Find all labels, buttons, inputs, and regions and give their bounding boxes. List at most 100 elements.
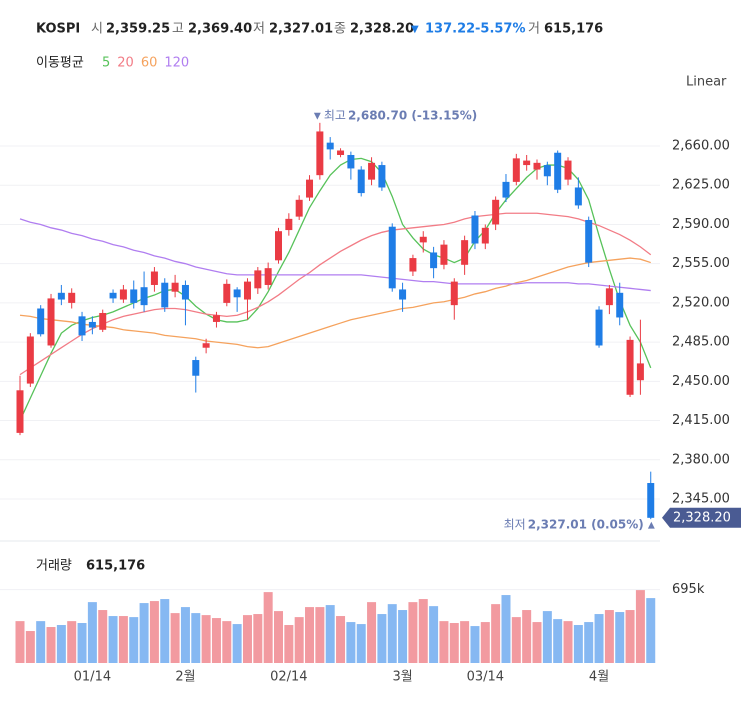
candle-body xyxy=(16,390,24,433)
y-tick-label: 2,660.00 xyxy=(672,139,730,154)
last-price-label: 2,328.20 xyxy=(673,510,731,525)
volume-bar xyxy=(532,622,542,663)
candle-body xyxy=(471,215,479,244)
candle-body xyxy=(481,227,489,244)
x-tick-label: 3월 xyxy=(392,670,412,685)
candle-body xyxy=(326,142,334,150)
annotation-label: 최저 xyxy=(504,518,526,532)
volume-bar xyxy=(449,623,459,663)
y-tick-label: 2,415.00 xyxy=(672,413,730,428)
candle-body xyxy=(616,292,624,318)
y-tick-label: 2,485.00 xyxy=(672,335,730,350)
y-tick-label: 2,450.00 xyxy=(672,374,730,389)
volume-bar xyxy=(149,601,159,663)
volume-bar xyxy=(625,610,635,663)
volume-bar xyxy=(336,616,346,663)
volume-bar xyxy=(139,603,149,663)
volume-bar xyxy=(211,618,221,663)
volume-bar xyxy=(470,626,480,663)
volume-bar xyxy=(377,614,387,663)
candle-body xyxy=(295,199,303,217)
volume-label: 거 xyxy=(528,22,540,37)
volume-tick-label: 695k xyxy=(672,582,705,597)
scale-mode[interactable]: Linear xyxy=(686,75,727,90)
candle-body xyxy=(285,218,293,231)
candle-body xyxy=(399,289,407,300)
volume-bar xyxy=(67,621,77,663)
volume-bar xyxy=(346,622,356,663)
candle-body xyxy=(181,284,189,300)
candle-body xyxy=(450,281,458,306)
change-percent: -5.57% xyxy=(475,22,526,37)
volume-bar xyxy=(398,610,408,663)
volume-bar xyxy=(491,604,501,663)
y-tick-label: 2,625.00 xyxy=(672,178,730,193)
candle-body xyxy=(378,165,386,188)
volume-bar xyxy=(160,599,170,663)
volume-bar xyxy=(36,621,46,663)
candle-body xyxy=(68,292,76,303)
candle-body xyxy=(357,169,365,194)
change-value: 137.22 xyxy=(425,22,475,37)
volume-bar xyxy=(418,599,428,663)
volume-bar xyxy=(56,625,66,663)
candle-body xyxy=(636,363,644,381)
candle-body xyxy=(533,162,541,170)
annotation-text: 2,680.70 (-13.15%) xyxy=(348,108,477,122)
x-tick-label: 4월 xyxy=(589,670,609,685)
volume-bar xyxy=(77,623,87,663)
volume-bar xyxy=(584,622,594,663)
candle-body xyxy=(523,160,531,166)
volume-bar xyxy=(604,610,614,663)
candle-body xyxy=(171,282,179,292)
volume-bar xyxy=(439,621,449,663)
volume-bar xyxy=(129,617,139,663)
volume-bar xyxy=(118,616,128,663)
y-tick-label: 2,555.00 xyxy=(672,256,730,271)
volume-bar xyxy=(263,592,273,663)
volume-bar xyxy=(429,606,439,663)
candle-body xyxy=(99,312,107,330)
candle-body xyxy=(440,244,448,265)
annotation-text: 2,327.01 (0.05%) xyxy=(528,518,644,532)
volume-bar xyxy=(615,612,625,663)
volume-value: 615,176 xyxy=(544,22,603,37)
volume-bar xyxy=(274,611,283,663)
volume-bar xyxy=(387,604,397,663)
volume-bar xyxy=(367,602,377,663)
volume-bar xyxy=(522,610,532,663)
candle-body xyxy=(502,181,510,198)
open-value: 2,359.25 xyxy=(106,22,170,37)
high-label: 고 xyxy=(172,22,184,37)
ma-legend-title: 이동평균 xyxy=(36,56,84,71)
volume-bar xyxy=(646,598,656,663)
candle-body xyxy=(130,289,138,303)
low-value: 2,327.01 xyxy=(269,22,333,37)
volume-bar xyxy=(98,610,108,663)
candle-body xyxy=(109,292,117,299)
candle-body xyxy=(461,240,469,265)
volume-bar xyxy=(408,602,418,663)
y-tick-label: 2,345.00 xyxy=(672,491,730,506)
change-arrow: ▼ xyxy=(411,24,419,35)
volume-bar xyxy=(201,615,211,663)
volume-bar xyxy=(553,619,563,663)
annotation-marker: ▲ xyxy=(648,521,655,531)
candle-body xyxy=(306,179,314,198)
candle-body xyxy=(605,288,613,306)
last-price-tag xyxy=(662,507,741,528)
volume-bar xyxy=(170,613,180,663)
volume-bar xyxy=(108,616,118,663)
volume-bar xyxy=(356,624,366,663)
candle-body xyxy=(316,131,324,176)
volume-bar xyxy=(501,595,511,663)
volume-bar xyxy=(511,617,521,663)
volume-bar xyxy=(46,627,56,663)
candle-body xyxy=(543,165,551,177)
moving-average-line xyxy=(19,257,651,349)
candle-body xyxy=(585,219,593,263)
volume-bar xyxy=(325,605,335,663)
candle-body xyxy=(47,298,55,346)
candle-body xyxy=(254,270,262,289)
candle-body xyxy=(419,236,427,243)
